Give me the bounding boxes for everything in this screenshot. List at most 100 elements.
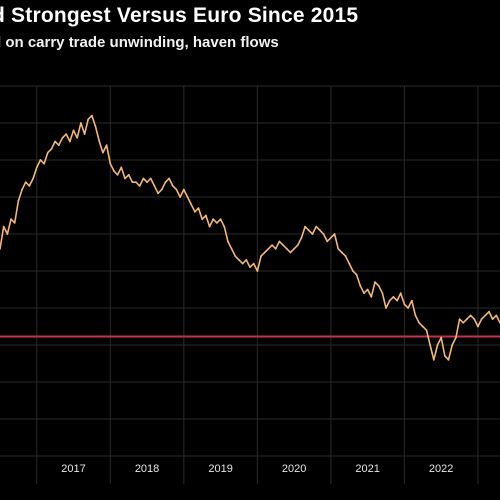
data-point <box>414 314 417 317</box>
data-point <box>267 247 270 250</box>
data-point <box>116 173 119 176</box>
data-point <box>344 255 347 258</box>
data-point <box>282 244 284 247</box>
data-point <box>462 321 465 324</box>
data-point <box>330 236 332 239</box>
data-point <box>322 233 325 235</box>
data-point <box>98 140 101 143</box>
data-point <box>149 177 152 180</box>
data-point <box>10 218 12 221</box>
data-point <box>39 159 42 161</box>
data-point <box>374 281 376 283</box>
chart-grid <box>0 85 500 484</box>
x-tick-label: 2018 <box>135 463 159 475</box>
data-point <box>326 240 329 243</box>
data-point <box>466 318 468 320</box>
data-point <box>182 188 185 191</box>
data-point <box>396 299 398 302</box>
data-point <box>436 344 439 346</box>
data-point <box>307 229 310 232</box>
data-point <box>421 325 424 328</box>
x-tick-label: 2019 <box>208 463 232 475</box>
data-point <box>46 151 49 154</box>
series-line <box>0 114 500 361</box>
data-point <box>87 118 90 121</box>
data-point <box>153 185 156 187</box>
data-point <box>91 114 93 117</box>
data-point <box>477 325 479 328</box>
data-point <box>6 233 9 235</box>
data-point <box>35 166 38 169</box>
data-point <box>50 148 53 150</box>
data-point <box>175 188 178 191</box>
data-point <box>80 122 82 124</box>
data-point <box>256 270 259 272</box>
data-point <box>113 170 115 173</box>
data-point <box>249 266 251 269</box>
data-point <box>355 273 358 276</box>
data-point <box>160 188 163 191</box>
data-point <box>296 244 299 247</box>
data-point <box>17 199 20 202</box>
data-point <box>21 188 23 191</box>
data-point <box>124 177 126 180</box>
data-point <box>65 133 68 136</box>
data-point <box>83 133 86 136</box>
data-point <box>370 296 373 298</box>
data-point <box>341 251 343 254</box>
data-point <box>399 292 402 295</box>
data-point <box>333 233 336 235</box>
data-point <box>0 247 1 250</box>
data-point <box>274 247 277 250</box>
data-point <box>410 299 413 302</box>
chart-title: d Strongest Versus Euro Since 2015 <box>0 4 359 27</box>
data-point <box>179 196 182 198</box>
data-point <box>24 181 27 184</box>
data-point <box>252 262 255 265</box>
data-point <box>315 225 318 228</box>
data-point <box>190 203 193 206</box>
data-point <box>2 225 5 228</box>
data-point <box>495 314 498 317</box>
data-point <box>131 181 134 184</box>
data-point <box>57 144 60 147</box>
x-axis-ticks: 2017 2018 2019 2020 2021 2022 <box>61 463 453 475</box>
data-point <box>201 218 204 221</box>
data-point <box>447 358 450 361</box>
data-point <box>13 222 16 224</box>
data-point <box>289 251 292 254</box>
data-point <box>230 247 233 250</box>
data-point <box>76 136 79 139</box>
data-point <box>366 288 369 291</box>
data-point <box>212 218 215 221</box>
data-point <box>54 140 56 143</box>
data-point <box>109 162 112 165</box>
data-point <box>263 251 266 254</box>
data-point <box>72 129 75 132</box>
data-point <box>28 185 31 187</box>
data-point <box>157 192 160 195</box>
data-point <box>146 181 149 184</box>
data-point <box>440 336 443 339</box>
data-point <box>278 240 281 243</box>
data-point <box>311 233 314 235</box>
data-point <box>208 225 211 228</box>
data-point <box>43 162 45 165</box>
data-point <box>69 140 71 143</box>
data-point <box>168 177 171 180</box>
data-point <box>473 318 476 320</box>
data-point <box>205 214 207 217</box>
data-point <box>451 344 454 346</box>
x-tick-label: 2022 <box>429 463 453 475</box>
data-point <box>271 244 273 247</box>
data-point <box>102 151 104 154</box>
data-point <box>418 321 420 324</box>
data-point <box>385 307 387 309</box>
data-point <box>458 318 461 320</box>
data-point <box>491 318 494 320</box>
data-point <box>359 284 362 287</box>
data-point <box>142 177 145 180</box>
data-point <box>32 177 34 180</box>
data-point <box>444 355 446 357</box>
data-point <box>425 329 428 332</box>
